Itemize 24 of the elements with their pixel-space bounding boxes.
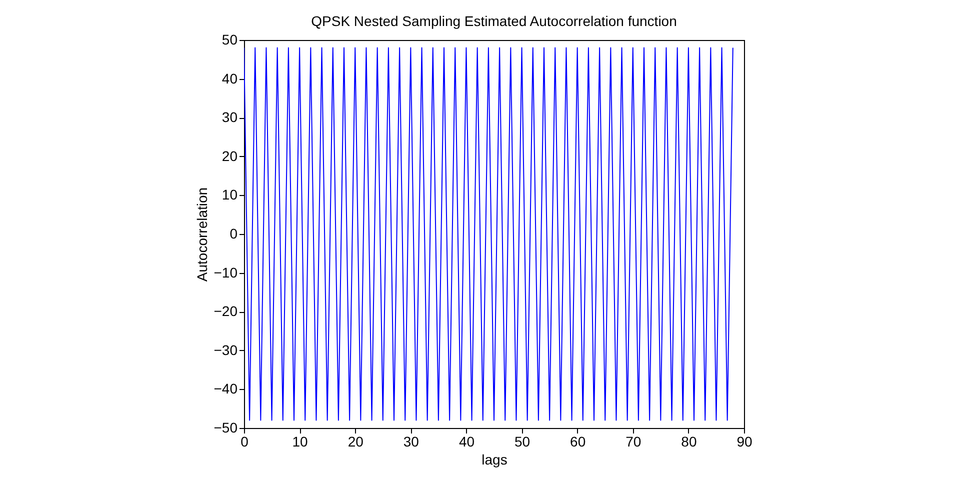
x-tick-label: 30 <box>403 434 420 450</box>
y-tick-label: −50 <box>214 420 238 436</box>
x-tick-label: 0 <box>240 434 249 450</box>
y-tick-label: 10 <box>222 186 238 203</box>
x-tick-label: 40 <box>458 434 475 450</box>
y-tick-label: 20 <box>222 148 238 164</box>
x-tick-label: 70 <box>626 434 642 450</box>
y-tick-label: 30 <box>222 109 238 126</box>
x-axis-title: lags <box>482 452 508 468</box>
chart-title: QPSK Nested Sampling Estimated Autocorrelation function <box>311 13 677 29</box>
y-tick-label: 40 <box>222 70 238 86</box>
x-tick-label: 60 <box>570 434 586 450</box>
x-tick-label: 10 <box>292 434 308 450</box>
y-tick-label: −40 <box>214 380 238 397</box>
x-tick-label: 20 <box>348 434 364 450</box>
y-tick-label: −30 <box>214 342 238 358</box>
y-tick-label: 50 <box>222 32 238 48</box>
x-tick-label: 50 <box>514 434 530 450</box>
y-tick-label: −10 <box>214 264 238 280</box>
y-axis-title: Autocorrelation <box>194 187 210 282</box>
y-tick-label: −20 <box>214 303 238 320</box>
y-tick-label: 0 <box>230 226 238 242</box>
x-tick-label: 80 <box>681 434 697 450</box>
x-tick-label: 90 <box>736 434 752 450</box>
